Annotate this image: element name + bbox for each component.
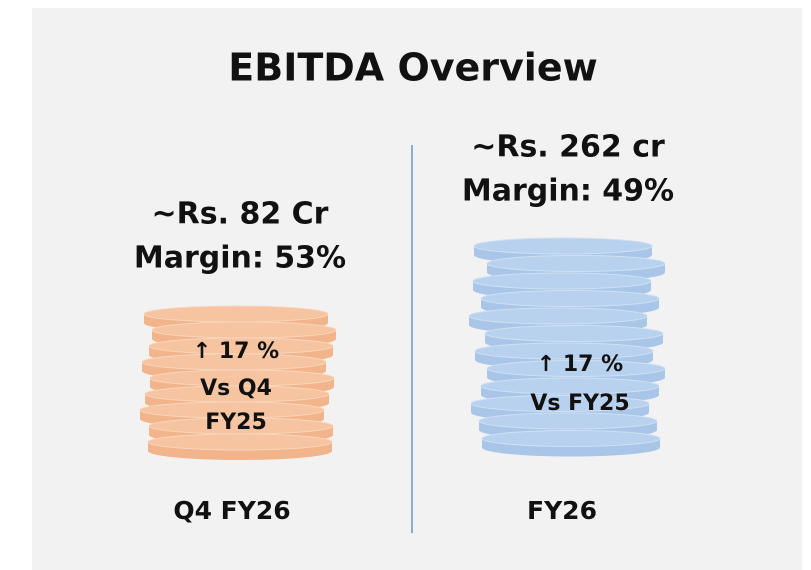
amount: ~Rs. 82 Cr — [152, 197, 329, 232]
comparison: Vs Q4 — [200, 376, 272, 401]
coin — [486, 255, 666, 272]
growth: ↑ 17 % — [537, 352, 623, 377]
coin — [481, 430, 661, 447]
coin — [480, 290, 660, 307]
growth: ↑ 17 % — [193, 339, 279, 364]
period: FY26 — [527, 496, 597, 525]
coin — [473, 237, 653, 255]
coin — [468, 307, 648, 325]
panel-background — [32, 8, 802, 570]
coin — [486, 360, 666, 377]
coin — [143, 305, 329, 323]
title: EBITDA Overview — [228, 46, 597, 90]
margin: Margin: 49% — [462, 174, 674, 209]
coin — [484, 325, 664, 342]
coin — [470, 395, 650, 412]
comparison: FY25 — [205, 410, 267, 435]
comparison: Vs FY25 — [530, 391, 629, 416]
coin — [472, 272, 652, 290]
coin-stack — [468, 237, 666, 457]
coin — [474, 342, 654, 360]
coin — [151, 321, 337, 339]
coin — [480, 377, 660, 395]
coin-stack — [139, 305, 337, 460]
coin — [147, 433, 333, 451]
coin — [478, 412, 658, 430]
period: Q4 FY26 — [173, 496, 290, 525]
amount: ~Rs. 262 cr — [471, 130, 665, 165]
margin: Margin: 53% — [134, 241, 346, 276]
